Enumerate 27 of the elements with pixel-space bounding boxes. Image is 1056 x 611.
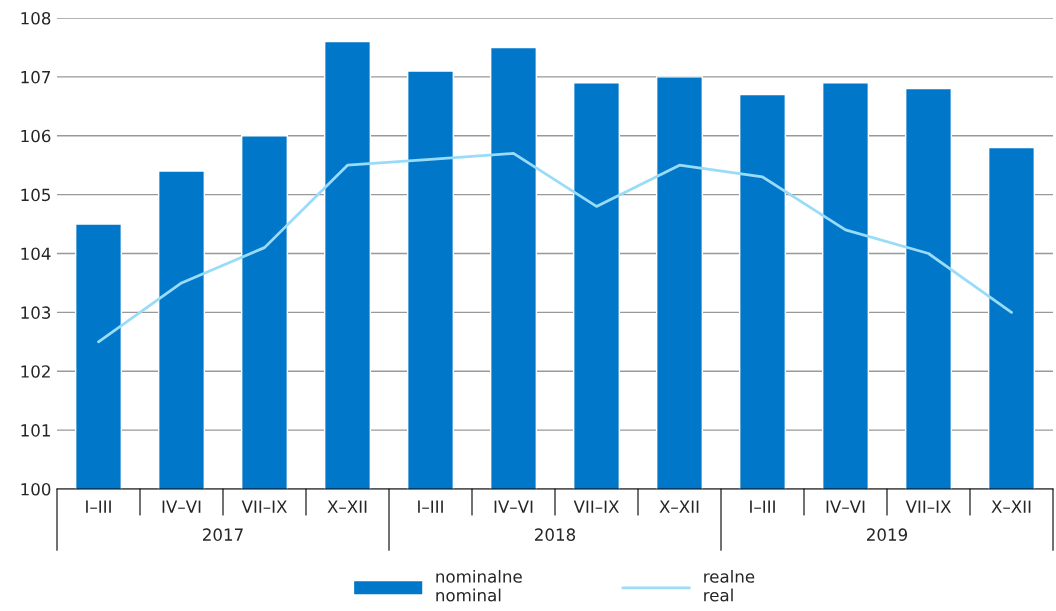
x-tick-label: VII–IX — [241, 500, 287, 513]
x-tick-label: X–XII — [327, 500, 367, 513]
text: 2017 — [203, 528, 243, 541]
x-tick-label: VII–IX — [905, 500, 951, 513]
x-tick-label: I–III — [750, 500, 775, 513]
y-tick-label: 103 — [21, 306, 51, 319]
text: 2018 — [535, 528, 576, 541]
y-tick-label: 104 — [21, 247, 51, 261]
x-tick-label: X–XII — [659, 500, 699, 513]
x-tick-label: IV–VI — [162, 500, 201, 513]
y-tick-label: 102 — [21, 365, 50, 378]
x-tick-label: I–III — [418, 500, 443, 513]
y-tick-label: 100 — [21, 482, 51, 496]
x-tick-label: VII–IX — [573, 500, 619, 513]
y-tick-label: 108 — [21, 11, 51, 25]
text: 2019 — [867, 528, 908, 541]
legend-label: realne real — [704, 569, 755, 602]
y-tick-label: 107 — [21, 70, 51, 84]
line-series — [97, 152, 1013, 344]
y-tick-label: 106 — [21, 129, 51, 143]
x-tick-label: I–III — [86, 500, 111, 513]
x-tick-label: IV–VI — [826, 500, 865, 513]
y-tick-label: 101 — [21, 424, 50, 437]
x-tick-label: IV–VI — [494, 500, 533, 513]
y-tick-label: 105 — [21, 188, 50, 202]
x-tick-label: X–XII — [991, 500, 1031, 513]
legend-label: nominalne nominal — [436, 569, 522, 602]
